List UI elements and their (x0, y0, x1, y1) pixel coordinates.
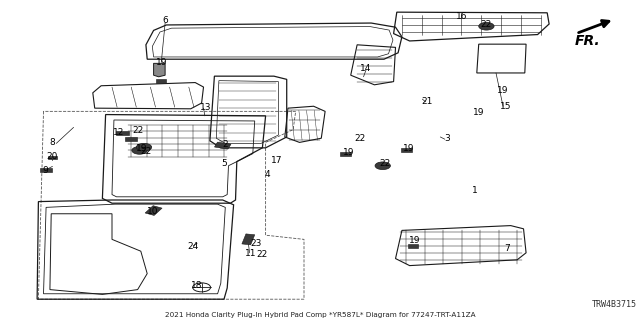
Bar (40, 168, 52, 172)
Text: 19: 19 (136, 144, 148, 153)
Text: 21: 21 (422, 97, 433, 106)
Text: 17: 17 (271, 156, 282, 165)
Bar (145, 206, 162, 215)
Text: 19: 19 (473, 108, 484, 117)
Text: 10: 10 (147, 207, 158, 216)
Bar (401, 148, 412, 152)
Text: 9: 9 (42, 166, 47, 175)
Text: 3: 3 (444, 134, 449, 143)
Circle shape (375, 162, 390, 170)
Text: 19: 19 (409, 236, 420, 245)
Bar (340, 152, 351, 156)
Bar (242, 234, 255, 245)
Text: 23: 23 (250, 239, 262, 248)
Bar (408, 244, 418, 248)
Circle shape (132, 147, 147, 154)
Circle shape (479, 22, 494, 30)
Text: 19: 19 (156, 58, 167, 67)
Text: 19: 19 (343, 148, 355, 157)
Text: FR.: FR. (575, 34, 600, 48)
Text: 1: 1 (472, 186, 477, 195)
Text: 5: 5 (221, 159, 227, 168)
Text: 22: 22 (132, 126, 143, 135)
Text: 22: 22 (354, 134, 365, 143)
Text: 4: 4 (265, 170, 270, 179)
Text: 19: 19 (497, 86, 508, 95)
Text: 14: 14 (360, 64, 372, 73)
Text: 18: 18 (191, 281, 203, 290)
Text: 22: 22 (257, 250, 268, 259)
Text: 15: 15 (500, 102, 511, 111)
Bar (125, 137, 137, 141)
Text: 20: 20 (47, 152, 58, 161)
Text: 22: 22 (140, 147, 152, 156)
Text: 7: 7 (504, 244, 509, 252)
Text: 19: 19 (403, 144, 414, 153)
Text: 11: 11 (245, 249, 257, 258)
Text: 24: 24 (188, 242, 199, 251)
Bar (116, 131, 129, 135)
Text: 2: 2 (223, 140, 228, 148)
Text: 8: 8 (50, 138, 55, 147)
Text: 2021 Honda Clarity Plug-In Hybrid Pad Comp *YR587L* Diagram for 77247-TRT-A11ZA: 2021 Honda Clarity Plug-In Hybrid Pad Co… (164, 312, 476, 318)
Text: 16: 16 (456, 12, 468, 21)
Bar (214, 142, 231, 149)
Text: TRW4B3715: TRW4B3715 (592, 300, 637, 309)
Circle shape (136, 143, 152, 151)
Text: 6: 6 (163, 16, 168, 25)
Text: 12: 12 (113, 128, 124, 137)
Bar (48, 156, 58, 159)
Text: 22: 22 (380, 159, 391, 168)
Text: 22: 22 (481, 20, 492, 29)
Bar (156, 79, 166, 83)
Text: 13: 13 (200, 103, 212, 112)
Polygon shape (154, 63, 165, 77)
